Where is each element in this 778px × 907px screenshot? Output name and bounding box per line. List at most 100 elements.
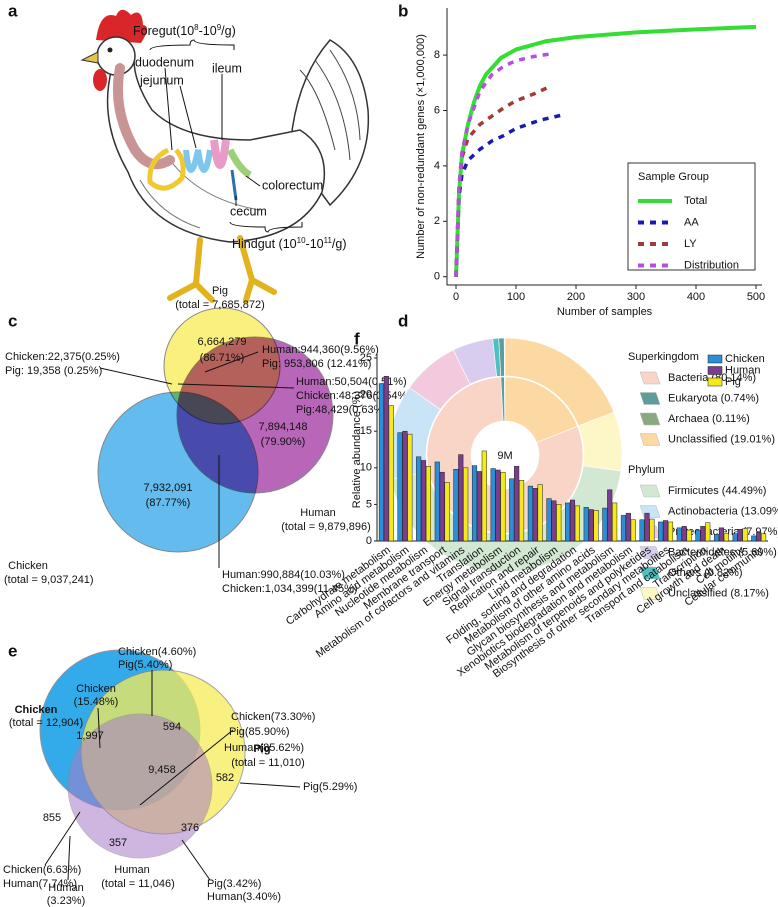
leader-line [44,670,301,881]
pie-slice [504,337,615,427]
legend-label: Unclassified (8.17%) [668,587,769,599]
y-tick-label: 4 [434,160,440,172]
jejunum-shape [183,149,213,173]
bar [383,376,389,542]
bar [742,528,748,542]
bar [639,519,645,542]
bar [476,471,482,542]
bar [453,469,459,542]
venn-label: Pig(5.40%) [118,659,172,671]
bar [663,520,669,542]
venn-label: Chicken [8,560,48,572]
gut-label: duodenum [135,55,194,69]
pie-slice [504,376,578,443]
bar [761,533,767,542]
duodenum-shape [147,147,186,191]
legend-swatch [639,433,661,446]
venn-label: Human(85.62%) [224,742,304,754]
x-tick-label: 500 [747,291,765,303]
x-tick-label: 200 [567,291,585,303]
legend-label: Eukaryota (0.74%) [668,392,759,404]
leader-line [164,67,261,206]
pie-slice [578,411,623,472]
x-tick-label: 400 [687,291,705,303]
series-line [454,51,553,277]
panel-letter: d [398,311,408,330]
bar [556,504,562,542]
eye [107,47,113,53]
legend-box [627,162,756,271]
bar [607,489,613,542]
cecum-shape [230,169,238,201]
venn-label: Chicken(4.60%) [118,646,196,658]
venn-label: (total = 12,904) [9,717,83,729]
brace [149,39,235,51]
bar [407,433,413,542]
label-part: -10 [199,24,217,38]
bar [593,510,599,542]
bar [732,533,738,542]
venn-label: 357 [109,837,127,849]
y-axis-label: Relative abundance (%) [351,391,363,508]
venn-label: (79.90%) [261,436,306,448]
venn-label: Human:944,360(9.56%) [262,344,379,356]
venn-label: 376 [181,822,199,834]
bar [500,471,506,542]
label-part: 11 [324,236,333,245]
label-part: -10 [306,237,324,251]
label-part: /g) [332,237,347,251]
wattle [93,69,107,91]
venn-label: Human:990,884(10.03%) [222,569,345,581]
bar [718,527,725,542]
bar [644,512,650,542]
bar [583,507,589,542]
y-tick-label: 15 [360,425,372,437]
bar [514,466,520,542]
venn-label: Chicken:1,034,399(11.45%) [222,583,358,595]
human-set [67,713,213,859]
bar [649,518,655,542]
y-tick-label: 8 [434,49,440,61]
bar [751,535,757,542]
bar [397,432,403,542]
venn-label: (total = 7,685,872) [175,299,265,311]
legend-label: Total [684,195,707,207]
beak [80,51,99,64]
bar [723,533,729,542]
legend-swatch [639,371,661,385]
gut-label: jejunum [139,73,184,87]
venn-label: Human [114,864,149,876]
bar [509,478,515,542]
legend-swatch [639,505,661,518]
venn-label: (total = 9,037,241) [4,574,94,586]
legend-label: Bacteroidetes (5.60%) [668,546,777,558]
bar [658,521,664,542]
label-part: 10 [297,236,306,245]
bar [434,461,440,542]
legend-swatch [639,412,661,426]
venn-label: Pig [212,285,228,297]
legend-label: Distribution [684,259,739,271]
x-tick-label: 0 [453,291,459,303]
gut-region-label: Foregut(108-109/g) [133,23,236,39]
bar [551,500,557,542]
venn-label: 7,932,091 [144,482,193,494]
venn-label: Chicken [15,704,58,716]
bar [471,465,478,542]
bar [490,468,496,542]
label-part: 9 [217,23,222,32]
legend-heading: Superkingdom [628,351,699,363]
bar [695,529,701,542]
legend-label: AA [684,216,699,228]
wing-lines [139,159,261,229]
bar [602,507,608,542]
bar [416,456,422,542]
legend-swatch [707,366,723,375]
panel-letter: a [8,1,18,20]
venn-c [97,307,334,568]
bar [458,454,464,542]
bar [546,498,552,542]
legs [167,235,277,303]
bar [620,515,627,542]
legend-swatch [639,392,661,405]
